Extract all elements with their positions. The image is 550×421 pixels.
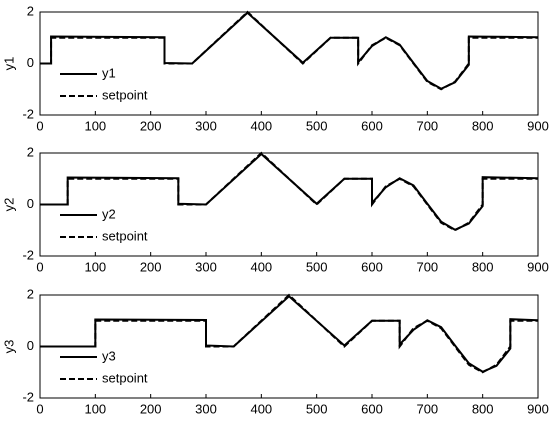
y-tick-label: 0 [27, 55, 34, 70]
x-tick-label: 500 [306, 401, 328, 416]
x-tick-label: 100 [84, 401, 106, 416]
x-tick-label: 0 [36, 259, 43, 274]
y-tick-label: 2 [27, 3, 34, 18]
x-tick-label: 700 [416, 259, 438, 274]
y-axis-label: y2 [1, 198, 16, 212]
y-tick-label: 2 [27, 144, 34, 159]
x-tick-label: 0 [36, 118, 43, 133]
x-tick-label: 600 [361, 259, 383, 274]
x-tick-label: 600 [361, 118, 383, 133]
legend-label: y2 [102, 206, 116, 221]
x-tick-label: 300 [195, 259, 217, 274]
x-tick-label: 900 [527, 118, 549, 133]
x-tick-label: 400 [250, 118, 272, 133]
y-axis-label: y1 [1, 57, 16, 71]
series-line [40, 10, 538, 91]
x-tick-label: 900 [527, 401, 549, 416]
y-tick-label: 2 [27, 286, 34, 301]
legend-label: setpoint [102, 228, 148, 243]
x-tick-label: 100 [84, 259, 106, 274]
y-tick-label: 0 [27, 338, 34, 353]
x-tick-label: 400 [250, 259, 272, 274]
x-tick-label: 100 [84, 118, 106, 133]
x-tick-label: 800 [472, 401, 494, 416]
legend-label: y1 [102, 65, 116, 80]
x-tick-label: 300 [195, 118, 217, 133]
x-tick-label: 600 [361, 401, 383, 416]
x-tick-label: 900 [527, 259, 549, 274]
legend-label: y3 [102, 348, 116, 363]
x-tick-label: 200 [140, 401, 162, 416]
x-tick-label: 500 [306, 118, 328, 133]
series-line [40, 151, 538, 232]
x-tick-label: 800 [472, 259, 494, 274]
legend-label: setpoint [102, 370, 148, 385]
x-tick-label: 400 [250, 401, 272, 416]
y-tick-label: -2 [22, 106, 34, 121]
x-tick-label: 200 [140, 118, 162, 133]
x-tick-label: 500 [306, 259, 328, 274]
x-tick-label: 700 [416, 401, 438, 416]
y-tick-label: 0 [27, 196, 34, 211]
x-tick-label: 800 [472, 118, 494, 133]
legend-label: setpoint [102, 87, 148, 102]
x-tick-label: 700 [416, 118, 438, 133]
x-tick-label: 0 [36, 401, 43, 416]
y-tick-label: -2 [22, 247, 34, 262]
y-axis-label: y3 [1, 340, 16, 354]
x-tick-label: 300 [195, 401, 217, 416]
x-tick-label: 200 [140, 259, 162, 274]
y-tick-label: -2 [22, 389, 34, 404]
series-line [40, 293, 538, 374]
